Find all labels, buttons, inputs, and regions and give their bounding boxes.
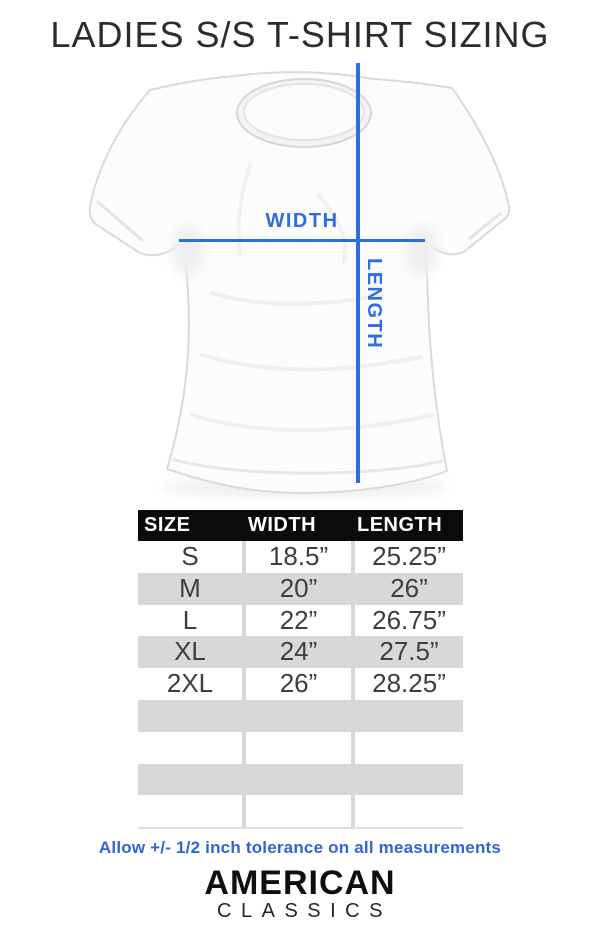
length-cell: 25.25” (351, 541, 463, 573)
size-cell: L (182, 604, 198, 635)
width-cell: 18.5” (242, 541, 351, 573)
size-table-header: SIZE WIDTH LENGTH (138, 510, 463, 541)
table-row (138, 763, 463, 796)
tshirt-image (88, 71, 511, 496)
width-cell (242, 699, 351, 732)
length-cell (351, 731, 463, 764)
page-title: LADIES S/S T-SHIRT SIZING (50, 14, 550, 55)
width-cell: 24” (242, 636, 351, 669)
width-measurement-line (179, 239, 425, 242)
table-row: S 18.5” 25.25” (138, 541, 463, 573)
width-cell (242, 795, 351, 828)
length-label: LENGTH (363, 258, 385, 350)
brand-name-american: AMERICAN (204, 864, 396, 902)
size-cell (138, 732, 242, 764)
width-cell: 26” (242, 668, 351, 700)
length-cell: 26.75” (351, 604, 463, 637)
table-row (138, 699, 463, 732)
width-cell (242, 763, 351, 796)
size-cell (138, 795, 242, 827)
brand-name-classics: CLASSICS (217, 900, 392, 922)
length-cell (351, 795, 463, 828)
width-cell: 22” (242, 604, 351, 637)
width-cell (242, 731, 351, 764)
length-measurement-line (356, 63, 360, 483)
table-row: L 22” 26.75” (138, 604, 463, 637)
size-cell (138, 764, 242, 796)
table-row (138, 795, 463, 828)
table-row: 2XL 26” 28.25” (138, 668, 463, 700)
size-cell: S (181, 541, 199, 571)
tshirt-diagram: WIDTH LENGTH (0, 55, 600, 503)
column-header-width: WIDTH (248, 514, 317, 536)
size-cell: 2XL (166, 668, 214, 699)
column-header-length: LENGTH (357, 514, 443, 536)
width-label: WIDTH (265, 210, 339, 232)
length-cell (351, 763, 463, 796)
table-row: M 20” 26” (138, 572, 463, 605)
column-header-size: SIZE (144, 514, 191, 536)
tolerance-note: Allow +/- 1/2 inch tolerance on all meas… (98, 838, 502, 857)
length-cell (351, 699, 463, 732)
table-row (138, 731, 463, 764)
size-cell (138, 700, 242, 732)
brand-logo: AMERICAN CLASSICS (0, 866, 600, 921)
length-cell: 27.5” (351, 636, 463, 669)
width-cell: 20” (242, 572, 351, 605)
size-cell: M (179, 572, 201, 603)
length-cell: 28.25” (351, 668, 463, 700)
size-table: SIZE WIDTH LENGTH S 18.5” 25.25” M 20” 26” L 22… (138, 510, 463, 830)
size-table-body: S 18.5” 25.25” M 20” 26” L 22” 26.75” XL 24” 27.5” 2… (138, 541, 463, 830)
size-cell: XL (174, 636, 206, 667)
length-cell: 26” (351, 572, 463, 605)
table-row: XL 24” 27.5” (138, 636, 463, 669)
